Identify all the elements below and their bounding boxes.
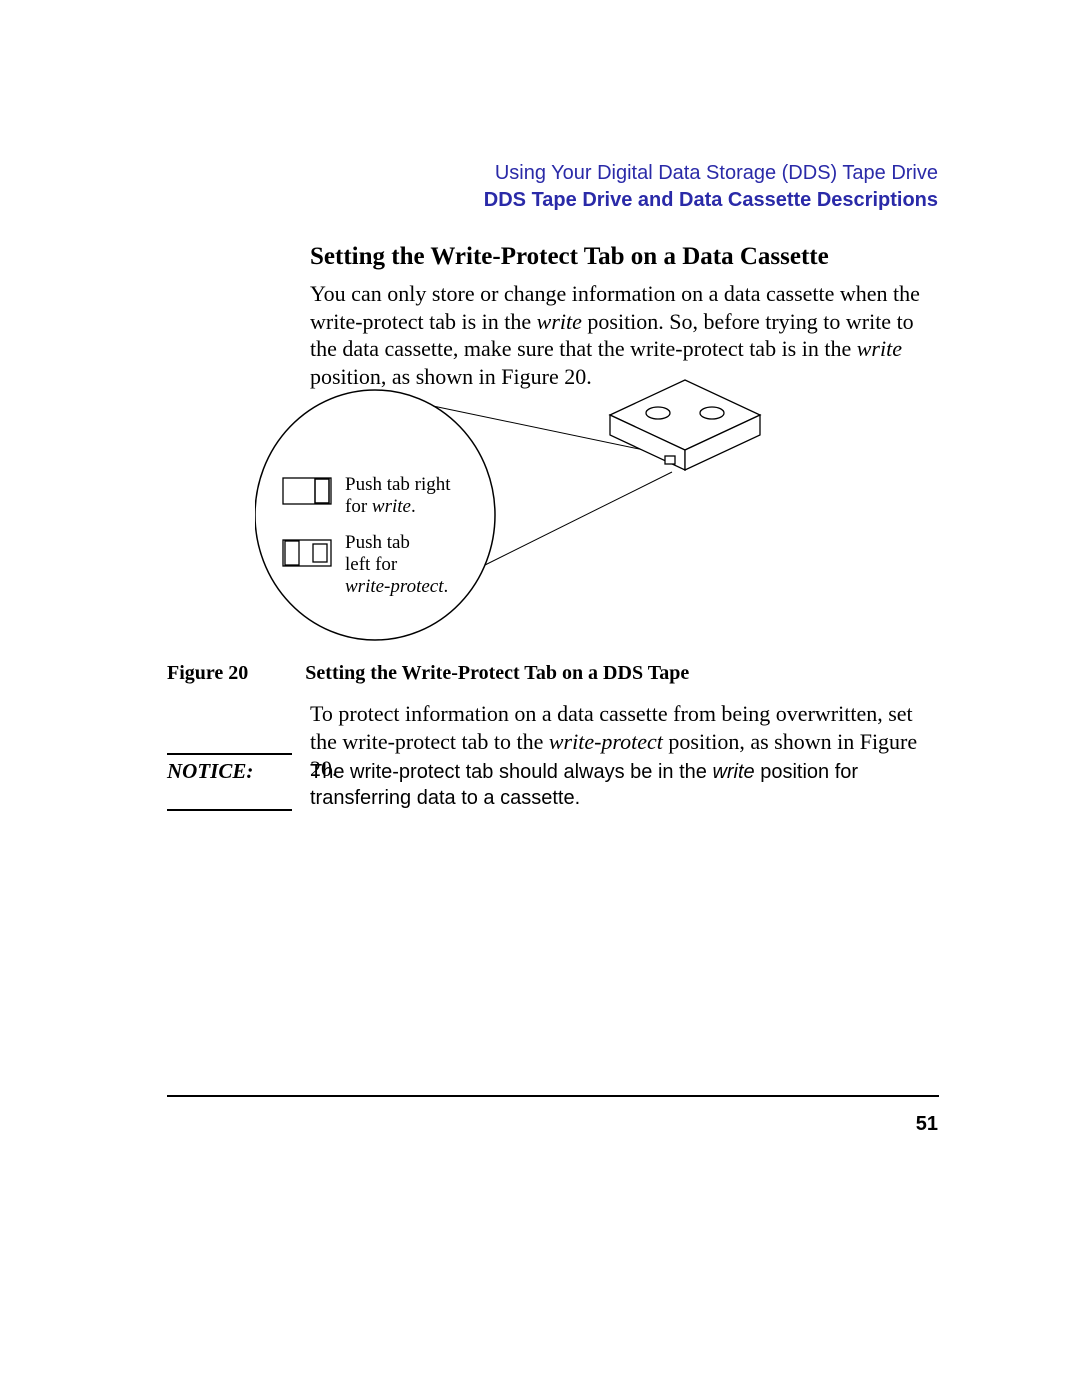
header-chapter-title: Using Your Digital Data Storage (DDS) Ta… <box>484 160 938 187</box>
notice-rule-bottom <box>167 809 292 811</box>
notice-rule-top <box>167 753 292 755</box>
header-section-title: DDS Tape Drive and Data Cassette Descrip… <box>484 187 938 214</box>
callout-protect-line3: write-protect. <box>345 576 505 598</box>
document-page: Using Your Digital Data Storage (DDS) Ta… <box>0 0 1080 1397</box>
notice-label: NOTICE: <box>167 759 253 784</box>
callout-write: Push tab right for write. <box>345 474 495 518</box>
cassette-icon <box>610 380 760 470</box>
notice-text-1: The write-protect tab should always be i… <box>310 761 712 783</box>
write-protect-diagram: Push tab right for write. Push tab left … <box>255 370 955 655</box>
tab-protect-detail <box>283 540 331 566</box>
figure-title: Setting the Write-Protect Tab on a DDS T… <box>305 662 689 685</box>
para1-italic-1: write <box>537 309 582 334</box>
para2-italic-1: write-protect <box>549 729 663 754</box>
leader-line-bottom <box>485 472 672 565</box>
running-header: Using Your Digital Data Storage (DDS) Ta… <box>484 160 938 214</box>
notice-italic-1: write <box>712 761 754 783</box>
callout-write-line1: Push tab right <box>345 474 495 496</box>
figure-caption: Figure 20 Setting the Write-Protect Tab … <box>167 662 947 685</box>
para1-italic-2: write <box>857 336 902 361</box>
figure-number: Figure 20 <box>167 662 248 685</box>
callout-write-line2: for write. <box>345 496 495 518</box>
callout-protect-line1: Push tab <box>345 532 505 554</box>
callout-protect: Push tab left for write-protect. <box>345 532 505 598</box>
callout-protect-line2: left for <box>345 554 505 576</box>
section-heading: Setting the Write-Protect Tab on a Data … <box>310 243 829 271</box>
footer-rule <box>167 1095 939 1097</box>
tab-write-detail <box>283 478 331 504</box>
notice-text: The write-protect tab should always be i… <box>310 759 940 811</box>
page-number: 51 <box>916 1113 938 1136</box>
